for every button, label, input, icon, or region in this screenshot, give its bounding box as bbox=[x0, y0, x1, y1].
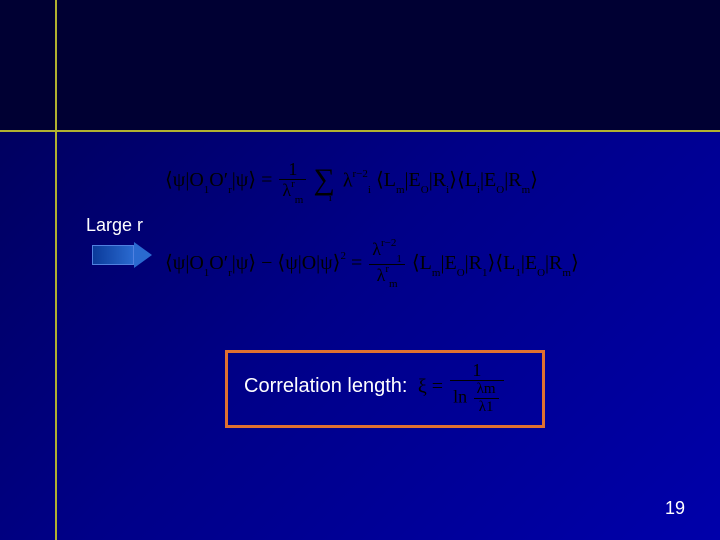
arrow-icon bbox=[92, 245, 152, 265]
title-band bbox=[0, 0, 720, 130]
eq1-frac: 1 λrm bbox=[279, 160, 306, 204]
page-number: 19 bbox=[665, 498, 685, 519]
equation-2: ⟨ψ|O1O′r|ψ⟩ − ⟨ψ|O|ψ⟩2 = λr−21 λrm ⟨Lm|E… bbox=[165, 240, 579, 290]
correlation-length-label: Correlation length: bbox=[244, 375, 407, 397]
eq2-frac: λr−21 λrm bbox=[369, 240, 405, 288]
correlation-length-equation: ξ = 1 ln λm λ1 bbox=[418, 361, 506, 415]
equation-1: ⟨ψ|O1O′r|ψ⟩ = 1 λrm ∑i λr−2i ⟨Lm|EO|Ri⟩⟨… bbox=[165, 160, 538, 210]
label-large-r: Large r bbox=[86, 215, 143, 236]
vertical-rule bbox=[55, 0, 57, 540]
horizontal-rule bbox=[0, 130, 720, 132]
correlation-length-box: Correlation length: ξ = 1 ln λm λ1 bbox=[225, 350, 545, 428]
eq1-lhs-bra: ⟨ψ|O bbox=[165, 169, 204, 191]
